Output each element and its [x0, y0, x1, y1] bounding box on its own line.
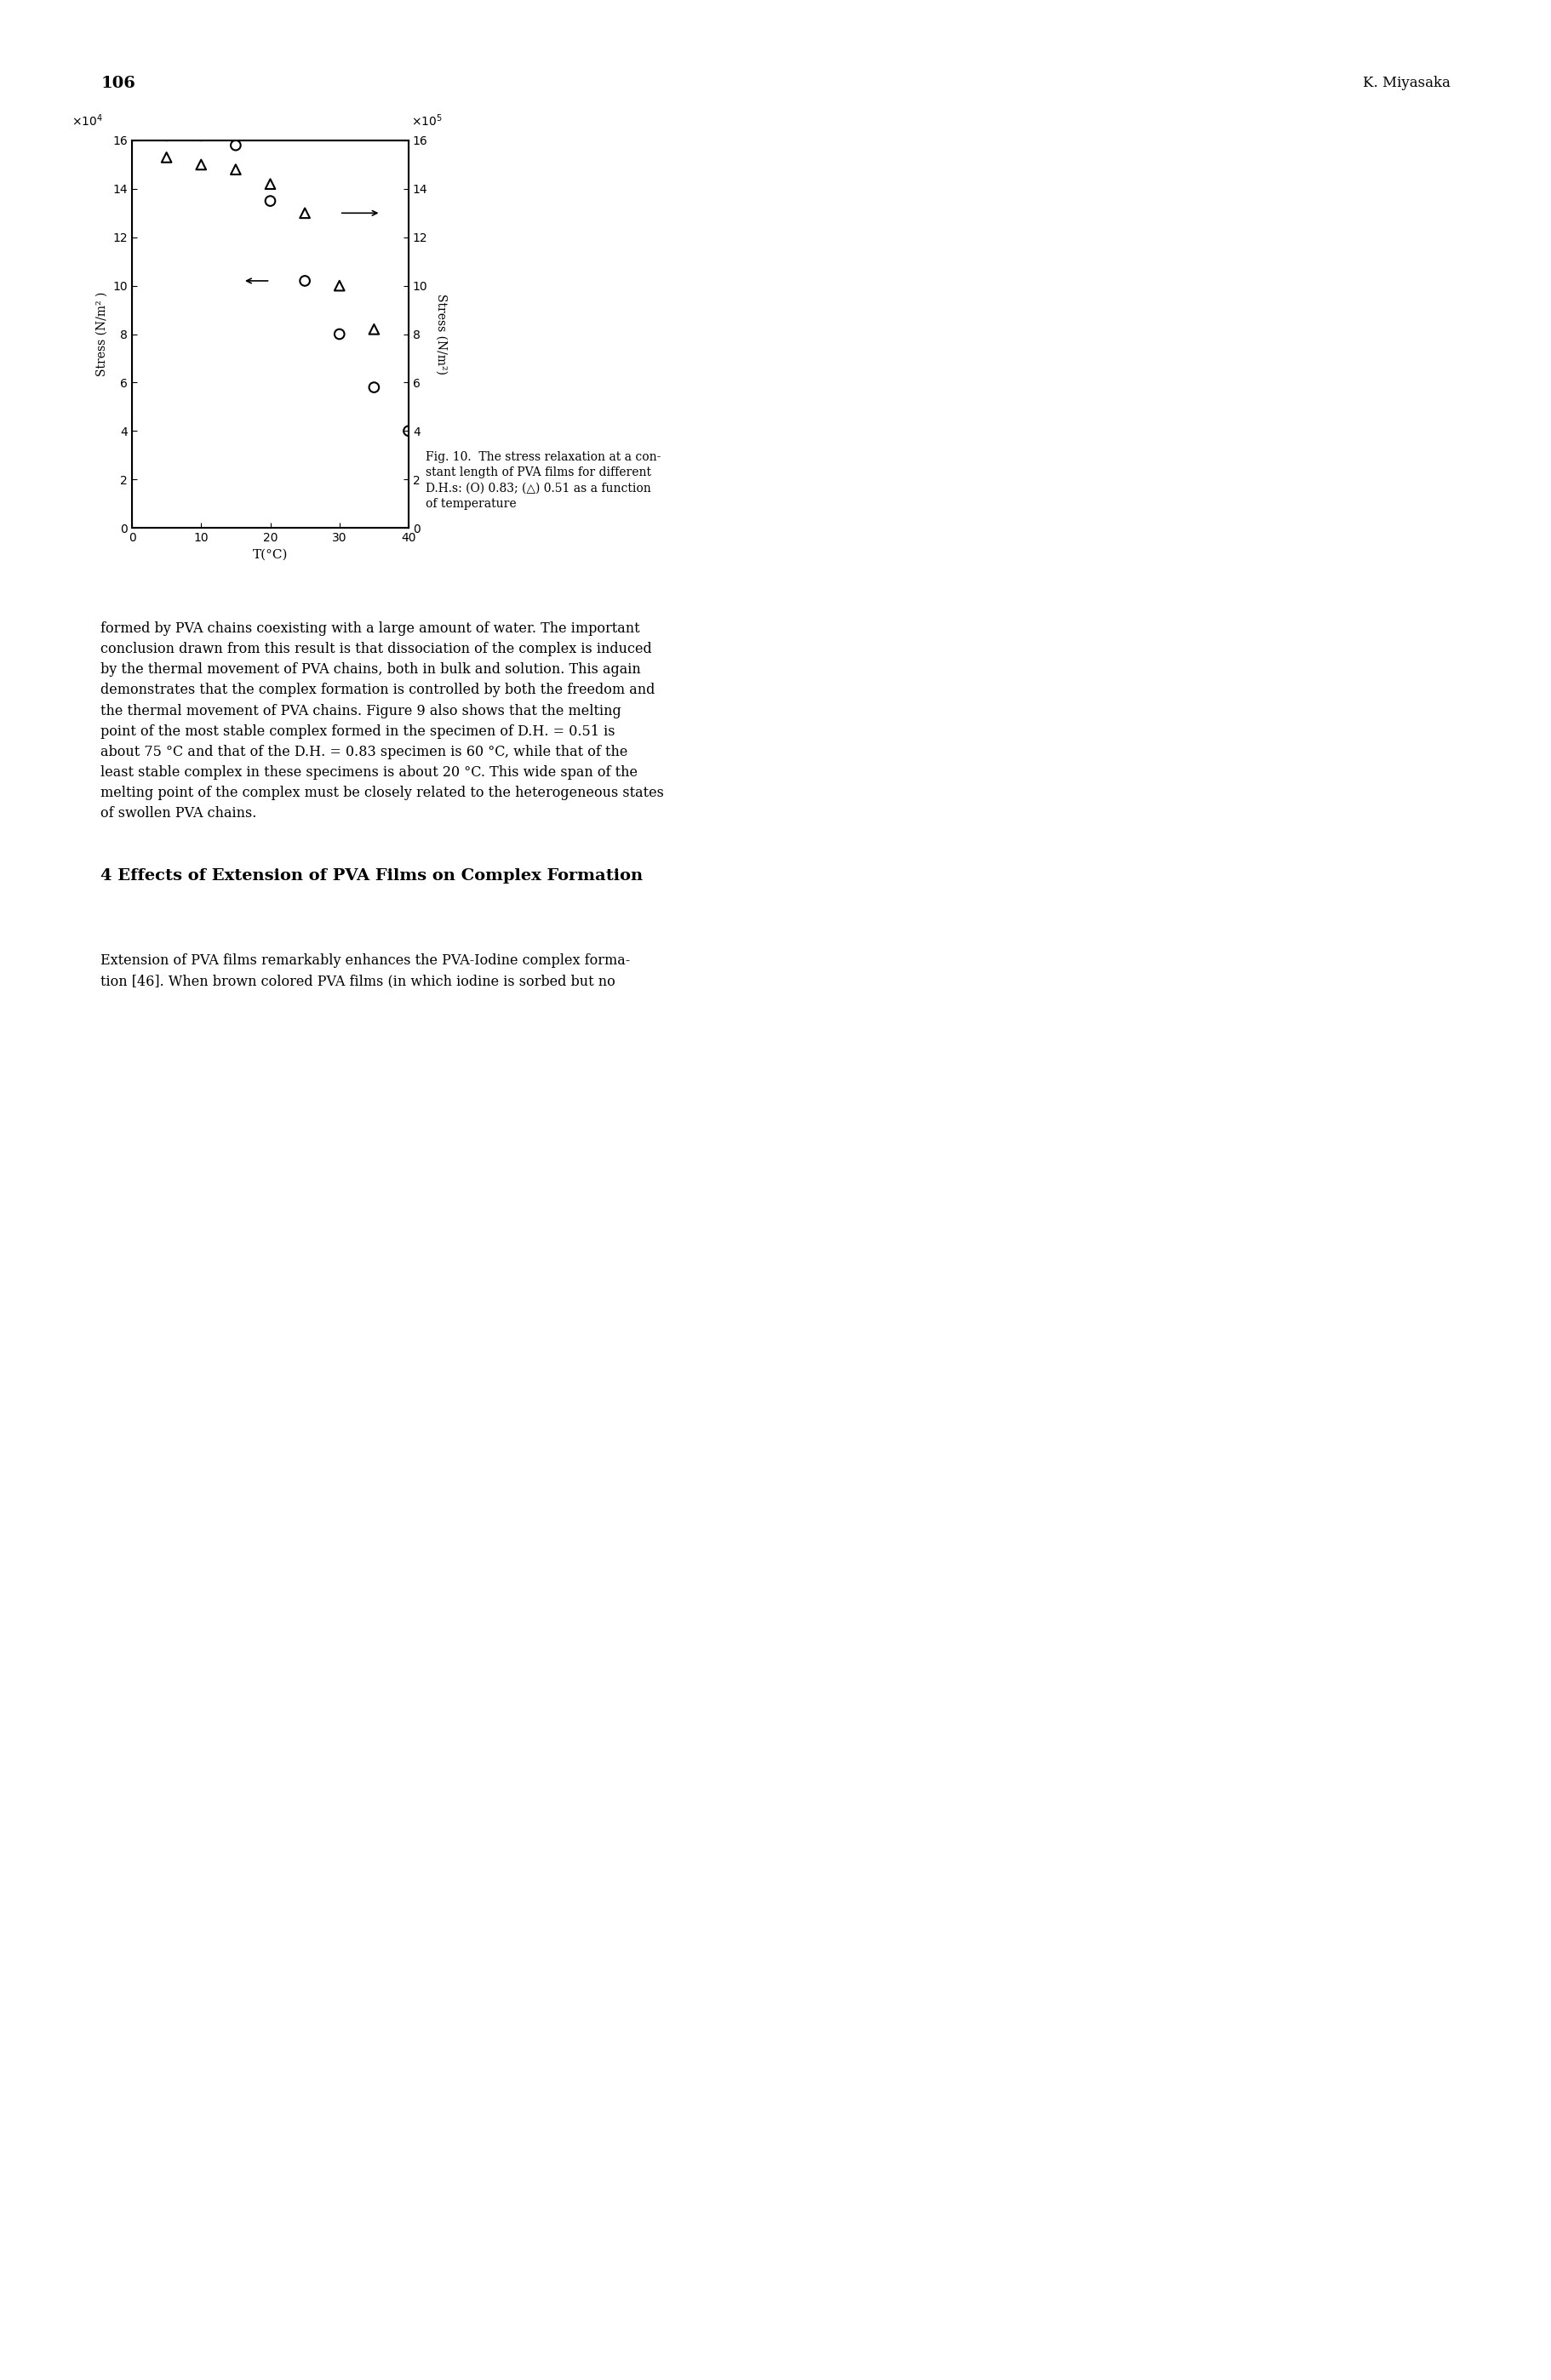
Text: Extension of PVA films remarkably enhances the PVA-Iodine complex forma-
tion [4: Extension of PVA films remarkably enhanc…: [101, 954, 631, 988]
Text: K. Miyasaka: K. Miyasaka: [1363, 76, 1450, 90]
Point: [189, 145, 214, 183]
Point: [189, 117, 214, 155]
Y-axis label: Stress (N/m² ): Stress (N/m² ): [96, 293, 109, 376]
Y-axis label: Stress (N/m²): Stress (N/m²): [434, 293, 447, 374]
Point: [223, 150, 248, 188]
Point: [327, 314, 352, 352]
Text: $\times10^4$: $\times10^4$: [71, 112, 102, 129]
Point: [293, 195, 318, 233]
Point: [293, 262, 318, 300]
Point: [327, 267, 352, 305]
Point: [361, 369, 386, 407]
Point: [257, 164, 282, 202]
Point: [396, 412, 420, 450]
Text: 106: 106: [101, 76, 135, 90]
Text: Fig. 10.  The stress relaxation at a con-
stant length of PVA films for differen: Fig. 10. The stress relaxation at a con-…: [425, 452, 661, 509]
X-axis label: T(°C): T(°C): [253, 547, 288, 559]
Point: [154, 138, 178, 176]
Point: [154, 117, 178, 155]
Point: [361, 309, 386, 347]
Text: formed by PVA chains coexisting with a large amount of water. The important
conc: formed by PVA chains coexisting with a l…: [101, 621, 664, 821]
Point: [223, 126, 248, 164]
Text: 4 Effects of Extension of PVA Films on Complex Formation: 4 Effects of Extension of PVA Films on C…: [101, 869, 644, 883]
Point: [257, 181, 282, 219]
Text: $\times10^5$: $\times10^5$: [411, 112, 442, 129]
